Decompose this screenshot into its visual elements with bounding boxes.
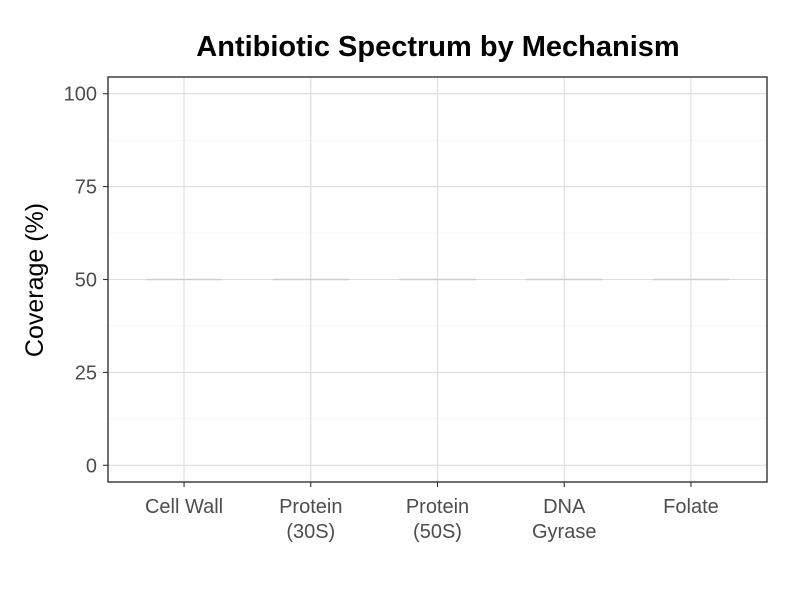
y-axis-label: Coverage (%) xyxy=(21,203,49,357)
x-tick-label-line: Protein xyxy=(406,496,469,518)
chart-title: Antibiotic Spectrum by Mechanism xyxy=(196,31,679,63)
x-tick-label-line: Folate xyxy=(663,496,719,518)
x-tick-label-line: (50S) xyxy=(413,521,462,543)
y-tick-label: 75 xyxy=(75,177,97,199)
x-tick-label: Folate xyxy=(663,496,719,518)
axis-layer: 0 25 50 75 100 Cell Wall Protein (30S) Protein (5… xyxy=(64,84,719,543)
x-tick-label: Protein (30S) xyxy=(279,496,342,543)
x-tick-label-line: Cell Wall xyxy=(145,496,223,518)
x-tick-label-line: (30S) xyxy=(286,521,335,543)
x-tick-label: Cell Wall xyxy=(145,496,223,518)
x-tick-label: DNA Gyrase xyxy=(532,496,596,543)
panel-border xyxy=(107,76,768,483)
y-tick-label: 0 xyxy=(86,455,97,477)
x-tick-label-line: DNA xyxy=(543,496,586,518)
x-tick-label-line: Protein xyxy=(279,496,342,518)
y-tick-label: 50 xyxy=(75,270,97,292)
y-tick-label: 25 xyxy=(75,362,97,384)
x-tick-label-line: Gyrase xyxy=(532,521,596,543)
y-tick-label: 100 xyxy=(64,84,97,106)
x-tick-label: Protein (50S) xyxy=(406,496,469,543)
